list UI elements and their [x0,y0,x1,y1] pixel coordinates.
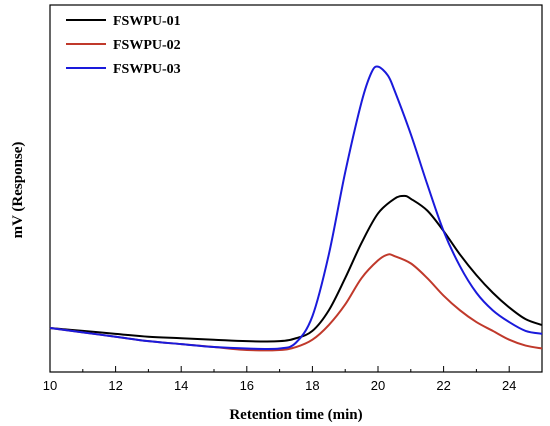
x-axis-ticks: 10 12 14 16 18 20 22 24 [43,366,516,393]
x-tick-label: 14 [174,378,188,393]
series-line-fswpu-01 [49,194,543,343]
series-line-fswpu-02 [49,253,543,352]
legend-label: FSWPU-03 [113,62,181,77]
plot-frame [49,4,543,373]
x-tick-label: 22 [436,378,450,393]
y-axis-title: mV (Response) [10,142,26,239]
x-tick-label: 24 [502,378,516,393]
x-tick-label: 12 [108,378,122,393]
x-tick-label: 18 [305,378,319,393]
legend: FSWPU-01 FSWPU-02 FSWPU-03 [66,14,181,77]
x-tick-label: 20 [371,378,385,393]
legend-label: FSWPU-01 [113,14,181,29]
legend-label: FSWPU-02 [113,38,181,53]
x-tick-label: 16 [240,378,254,393]
x-tick-label: 10 [43,378,57,393]
series-layer [49,65,543,352]
x-axis-title: Retention time (min) [229,407,362,423]
series-line-fswpu-03 [49,65,543,351]
